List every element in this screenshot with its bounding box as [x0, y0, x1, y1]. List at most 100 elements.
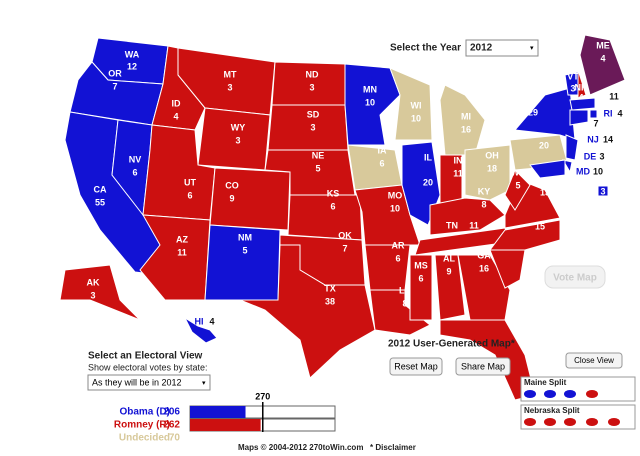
state[interactable]: [464, 144, 511, 201]
state-abbr: AK: [87, 277, 100, 287]
state[interactable]: [409, 254, 433, 321]
state[interactable]: [197, 107, 271, 171]
view-choice: As they will be in 2012: [92, 377, 182, 387]
state-abbr: CA: [94, 184, 107, 194]
state-votes: 6: [132, 167, 137, 177]
state-votes: 6: [330, 201, 335, 211]
state[interactable]: [183, 316, 218, 344]
state-votes: 15: [535, 221, 545, 231]
state-abbr: VT: [567, 71, 579, 81]
state-votes: 11: [469, 220, 479, 230]
dropdown-arrow: ▾: [530, 45, 534, 52]
reset-label: Reset Map: [394, 361, 438, 371]
state-votes: 9: [446, 266, 451, 276]
reset-button[interactable]: [389, 357, 443, 376]
state-votes: 11: [177, 247, 187, 257]
state-abbr: KY: [478, 186, 491, 196]
state-abbr: RI: [604, 108, 613, 118]
share-button[interactable]: [455, 357, 511, 376]
state[interactable]: [209, 167, 291, 231]
state-votes: 6: [418, 273, 423, 283]
state[interactable]: [589, 109, 598, 119]
state-abbr: MO: [388, 190, 403, 200]
state[interactable]: [401, 141, 441, 226]
state-abbr: LA: [399, 285, 411, 295]
state-abbr: WV: [511, 167, 526, 177]
state[interactable]: [597, 185, 609, 197]
year-select[interactable]: [465, 39, 539, 57]
state-abbr: MS: [414, 260, 428, 270]
disclaimer[interactable]: * Disclaimer: [370, 443, 416, 452]
state-abbr: NH: [575, 82, 588, 92]
state[interactable]: [239, 244, 376, 379]
state-abbr: HI: [195, 316, 204, 326]
state-abbr: FL: [511, 301, 522, 311]
state[interactable]: [565, 134, 579, 161]
state-abbr: TN: [446, 220, 458, 230]
state[interactable]: [514, 87, 576, 141]
state-abbr: SD: [307, 109, 320, 119]
state[interactable]: [389, 67, 433, 141]
state-votes: 3: [599, 151, 604, 161]
state-abbr: MN: [363, 84, 377, 94]
state[interactable]: [457, 254, 511, 321]
share-label: Share Map: [461, 361, 505, 371]
state-votes: 3: [310, 122, 315, 132]
state-votes: 29: [511, 315, 521, 325]
state[interactable]: [364, 244, 411, 291]
tally-bar: [190, 419, 261, 431]
state[interactable]: [434, 254, 466, 321]
state[interactable]: [439, 319, 536, 401]
state[interactable]: [504, 169, 531, 211]
state-votes: 9: [229, 193, 234, 203]
state-abbr: OR: [108, 68, 122, 78]
state-abbr: NJ: [587, 134, 599, 144]
state-votes: 3: [235, 135, 240, 145]
state[interactable]: [569, 109, 589, 126]
state-votes: 29: [528, 107, 538, 117]
state-votes: 20: [539, 140, 549, 150]
state[interactable]: [579, 34, 626, 96]
state[interactable]: [369, 289, 431, 336]
state[interactable]: [569, 97, 596, 111]
state[interactable]: [577, 69, 587, 99]
state-votes: 6: [379, 158, 384, 168]
state-abbr: GA: [477, 250, 491, 260]
candidate-name: Undecided: [119, 433, 170, 444]
close-button[interactable]: [565, 352, 623, 369]
state[interactable]: [347, 144, 403, 191]
state[interactable]: [489, 219, 561, 251]
maine-label: Maine Split: [524, 378, 567, 387]
close-label: Close View: [574, 356, 614, 365]
state-abbr: NY: [527, 94, 540, 104]
state-votes: 16: [479, 263, 489, 273]
state-votes: 10: [593, 166, 603, 176]
state[interactable]: [529, 159, 566, 179]
state-abbr: NE: [312, 150, 325, 160]
map: WA12OR7CA55NV6ID4MT3WY3UT6AZ11CO9NM5ND3S…: [59, 34, 626, 401]
state-abbr: NM: [238, 232, 252, 242]
state-votes: 12: [127, 61, 137, 71]
map-title: 2012 User-Generated Map*: [388, 339, 515, 350]
year-label: Select the Year: [390, 43, 461, 54]
state-votes: 8: [481, 199, 486, 209]
state-votes: 13: [540, 187, 550, 197]
nebraska-dots: [524, 418, 620, 426]
state-abbr: OK: [338, 230, 352, 240]
state-abbr: WA: [125, 49, 140, 59]
state-abbr: ND: [306, 69, 319, 79]
candidate-votes: 70: [169, 433, 181, 444]
vote-map-button[interactable]: [544, 265, 606, 289]
state-votes: 3: [600, 186, 605, 196]
state-votes: 10: [411, 113, 421, 123]
state-abbr: MD: [576, 166, 590, 176]
view-select[interactable]: [87, 374, 211, 391]
state-votes: 7: [112, 81, 117, 91]
state[interactable]: [59, 264, 141, 321]
state-votes: 4: [209, 316, 214, 326]
state-votes: 4: [173, 111, 178, 121]
candidate-name: Romney (R): [114, 420, 170, 431]
state[interactable]: [139, 214, 211, 301]
